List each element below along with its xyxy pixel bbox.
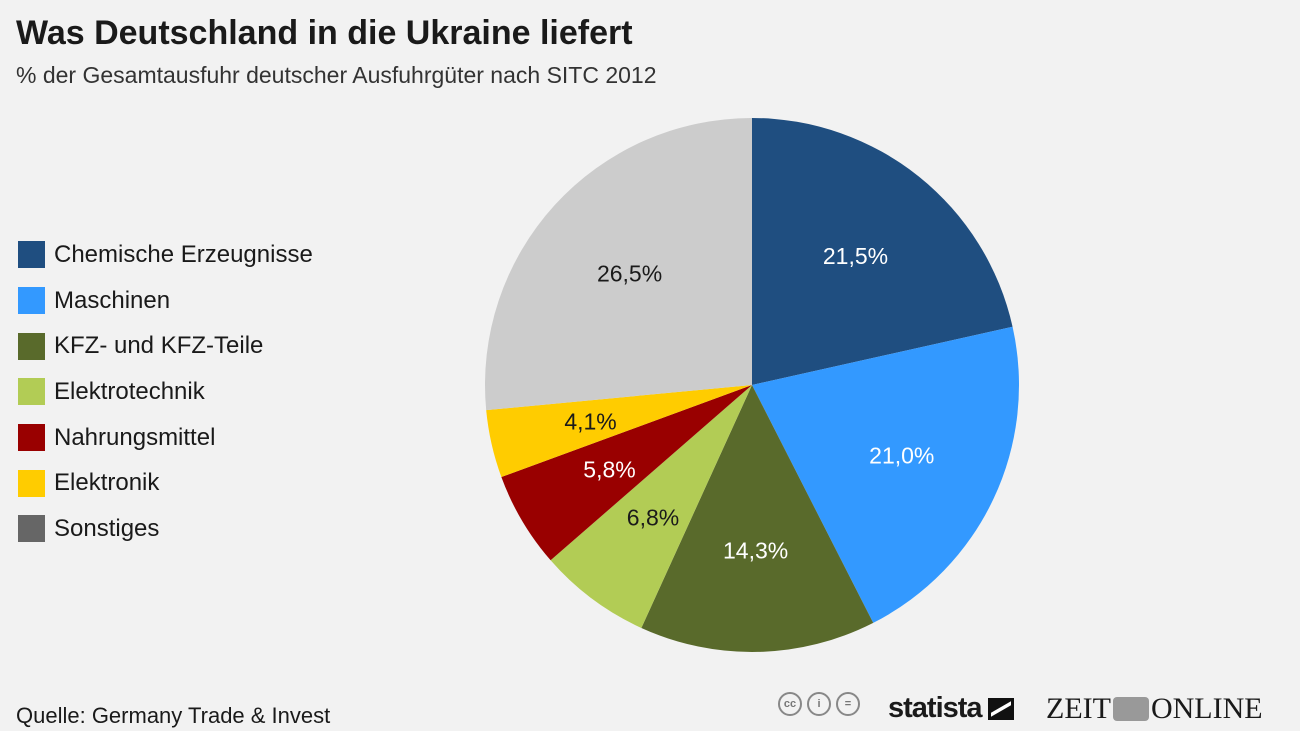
legend-swatch <box>18 469 45 497</box>
slice-label: 14,3% <box>723 538 788 564</box>
crest-icon <box>1112 697 1149 721</box>
pie-slice <box>752 118 1013 385</box>
legend-swatch <box>18 378 45 406</box>
legend-swatch <box>18 241 45 269</box>
legend-swatch <box>18 424 45 452</box>
nd-icon[interactable]: = <box>836 692 860 716</box>
legend-item: KFZ- und KFZ-Teile <box>18 323 313 369</box>
statista-logo-text: statista <box>888 692 983 724</box>
legend-swatch <box>18 332 45 360</box>
legend-label: KFZ- und KFZ-Teile <box>54 332 264 360</box>
zeit-online-logo[interactable]: ZEIT ONLINE <box>1046 692 1263 726</box>
slice-label: 21,5% <box>823 243 888 269</box>
chart-subtitle: % der Gesamtausfuhr deutscher Ausfuhrgüt… <box>16 62 657 88</box>
legend: Chemische Erzeugnisse Maschinen KFZ- und K… <box>18 232 313 552</box>
pie-slice <box>752 326 1019 623</box>
zeit-logo-right: ONLINE <box>1150 692 1263 725</box>
slice-label: 4,1% <box>564 409 616 435</box>
license-icons: cc i = <box>778 692 860 716</box>
pie-slice <box>501 385 752 561</box>
slice-label: 6,8% <box>627 505 679 531</box>
legend-label: Chemische Erzeugnisse <box>54 240 313 268</box>
statista-mark-icon <box>987 697 1014 720</box>
pie-slice <box>550 385 752 628</box>
legend-label: Elektrotechnik <box>54 377 205 405</box>
legend-label: Sonstiges <box>54 514 160 542</box>
legend-swatch <box>18 515 45 543</box>
slice-label: 26,5% <box>597 261 662 287</box>
legend-label: Nahrungsmittel <box>54 423 216 451</box>
pie-slice <box>641 385 874 652</box>
legend-item: Nahrungsmittel <box>18 415 313 461</box>
cc-icon[interactable]: cc <box>778 692 802 716</box>
pie-slice <box>485 118 752 411</box>
legend-label: Elektronik <box>54 469 160 497</box>
statista-logo[interactable]: statista <box>888 692 1014 725</box>
legend-item: Maschinen <box>18 278 313 324</box>
legend-item: Elektronik <box>18 460 313 506</box>
by-icon[interactable]: i <box>807 692 831 716</box>
pie-slice <box>486 385 752 478</box>
zeit-logo-left: ZEIT <box>1046 692 1111 725</box>
source-note: Quelle: Germany Trade & Invest <box>16 703 331 728</box>
legend-item: Elektrotechnik <box>18 369 313 415</box>
chart-title: Was Deutschland in die Ukraine liefert <box>16 14 633 52</box>
legend-item: Chemische Erzeugnisse <box>18 232 313 278</box>
slice-label: 21,0% <box>869 442 934 468</box>
legend-swatch <box>18 287 45 315</box>
legend-item: Sonstiges <box>18 506 313 552</box>
slice-label: 5,8% <box>583 456 635 482</box>
legend-label: Maschinen <box>54 286 171 314</box>
